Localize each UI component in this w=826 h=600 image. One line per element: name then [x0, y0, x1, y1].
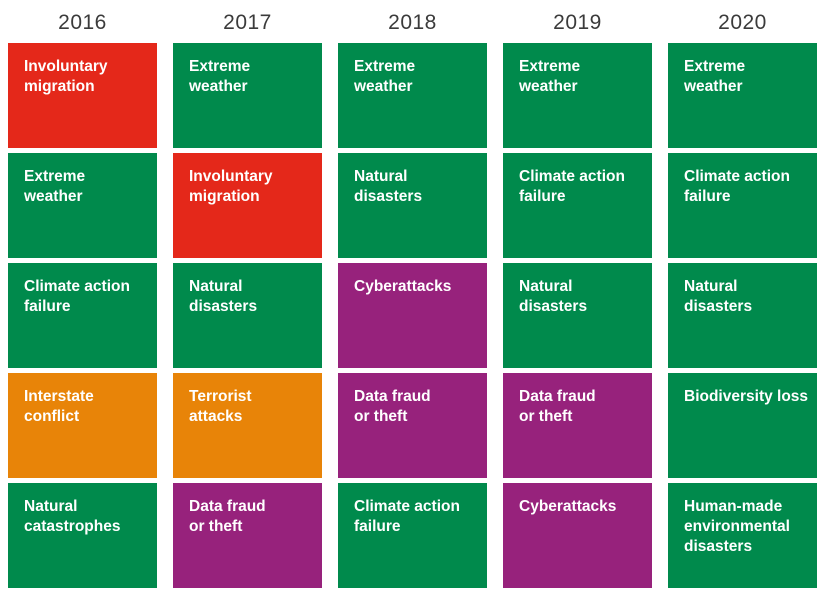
risk-tile-2016-rank1: Involuntary migration [8, 43, 157, 148]
risk-tile-2019-rank1: Extreme weather [503, 43, 652, 148]
risk-tile-2019-rank4: Data fraud or theft [503, 373, 652, 478]
risk-tile-2017-rank5: Data fraud or theft [173, 483, 322, 588]
year-header-2019: 2019 [553, 11, 602, 34]
risk-tile-2017-rank4: Terrorist attacks [173, 373, 322, 478]
risk-tile-2018-rank4: Data fraud or theft [338, 373, 487, 478]
year-header-2020: 2020 [718, 11, 767, 34]
year-header-2017: 2017 [223, 11, 272, 34]
risk-tile-2020-rank5: Human-made environmental disasters [668, 483, 817, 588]
risk-tile-2018-rank5: Climate action failure [338, 483, 487, 588]
risk-tile-2016-rank5: Natural catastrophes [8, 483, 157, 588]
risk-tile-2016-rank4: Interstate conflict [8, 373, 157, 478]
risk-tile-2017-rank1: Extreme weather [173, 43, 322, 148]
risk-tile-2019-rank3: Natural disasters [503, 263, 652, 368]
year-header-2016: 2016 [58, 11, 107, 34]
global-risks-matrix: 2016 2017 2018 2019 2020 Involuntary mig… [8, 8, 817, 588]
risk-tile-2016-rank2: Extreme weather [8, 153, 157, 258]
risk-tile-2020-rank1: Extreme weather [668, 43, 817, 148]
risk-tile-2020-rank2: Climate action failure [668, 153, 817, 258]
risk-tile-2018-rank1: Extreme weather [338, 43, 487, 148]
risk-tile-2018-rank3: Cyberattacks [338, 263, 487, 368]
risk-tile-2017-rank2: Involuntary migration [173, 153, 322, 258]
year-header-2018: 2018 [388, 11, 437, 34]
risk-tile-2020-rank4: Biodiversity loss [668, 373, 817, 478]
risk-tile-2019-rank5: Cyberattacks [503, 483, 652, 588]
risk-tile-2018-rank2: Natural disasters [338, 153, 487, 258]
risk-tile-2020-rank3: Natural disasters [668, 263, 817, 368]
risk-tile-2019-rank2: Climate action failure [503, 153, 652, 258]
risk-tile-2017-rank3: Natural disasters [173, 263, 322, 368]
risk-tile-2016-rank3: Climate action failure [8, 263, 157, 368]
